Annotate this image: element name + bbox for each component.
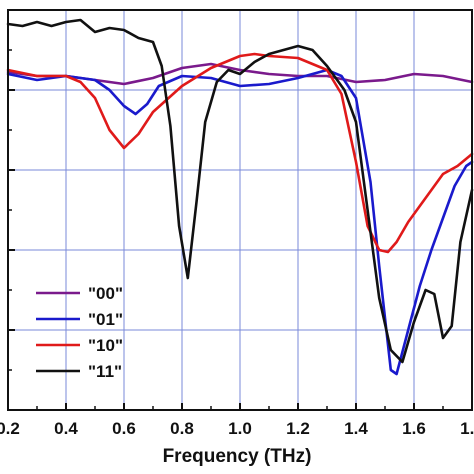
x-tick-label: 1.0 (228, 419, 252, 438)
x-tick-label: 0.2 (0, 419, 20, 438)
x-tick-label: 1.4 (344, 419, 368, 438)
x-tick-label: 1.8 (460, 419, 474, 438)
legend-label-0: "00" (88, 284, 123, 303)
axis-ticks: 0.2 0.4 0.6 0.8 1.0 1.2 1.4 1.6 1.8 (0, 49, 474, 438)
x-axis-label: Frequency (THz) (163, 446, 312, 467)
legend-label-1: "01" (88, 310, 123, 329)
x-tick-label: 1.6 (402, 419, 426, 438)
x-tick-label: 0.4 (54, 419, 78, 438)
legend: "00" "01" "10" "11" (36, 284, 123, 381)
legend-label-3: "11" (88, 362, 122, 381)
series-lines (6, 18, 474, 376)
x-tick-label: 1.2 (286, 419, 310, 438)
series-line-2 (6, 52, 474, 254)
series-line-1 (6, 68, 474, 376)
x-tick-label: 0.8 (170, 419, 194, 438)
x-tick-label: 0.6 (112, 419, 136, 438)
series-line-3 (6, 18, 474, 364)
legend-label-2: "10" (88, 336, 123, 355)
